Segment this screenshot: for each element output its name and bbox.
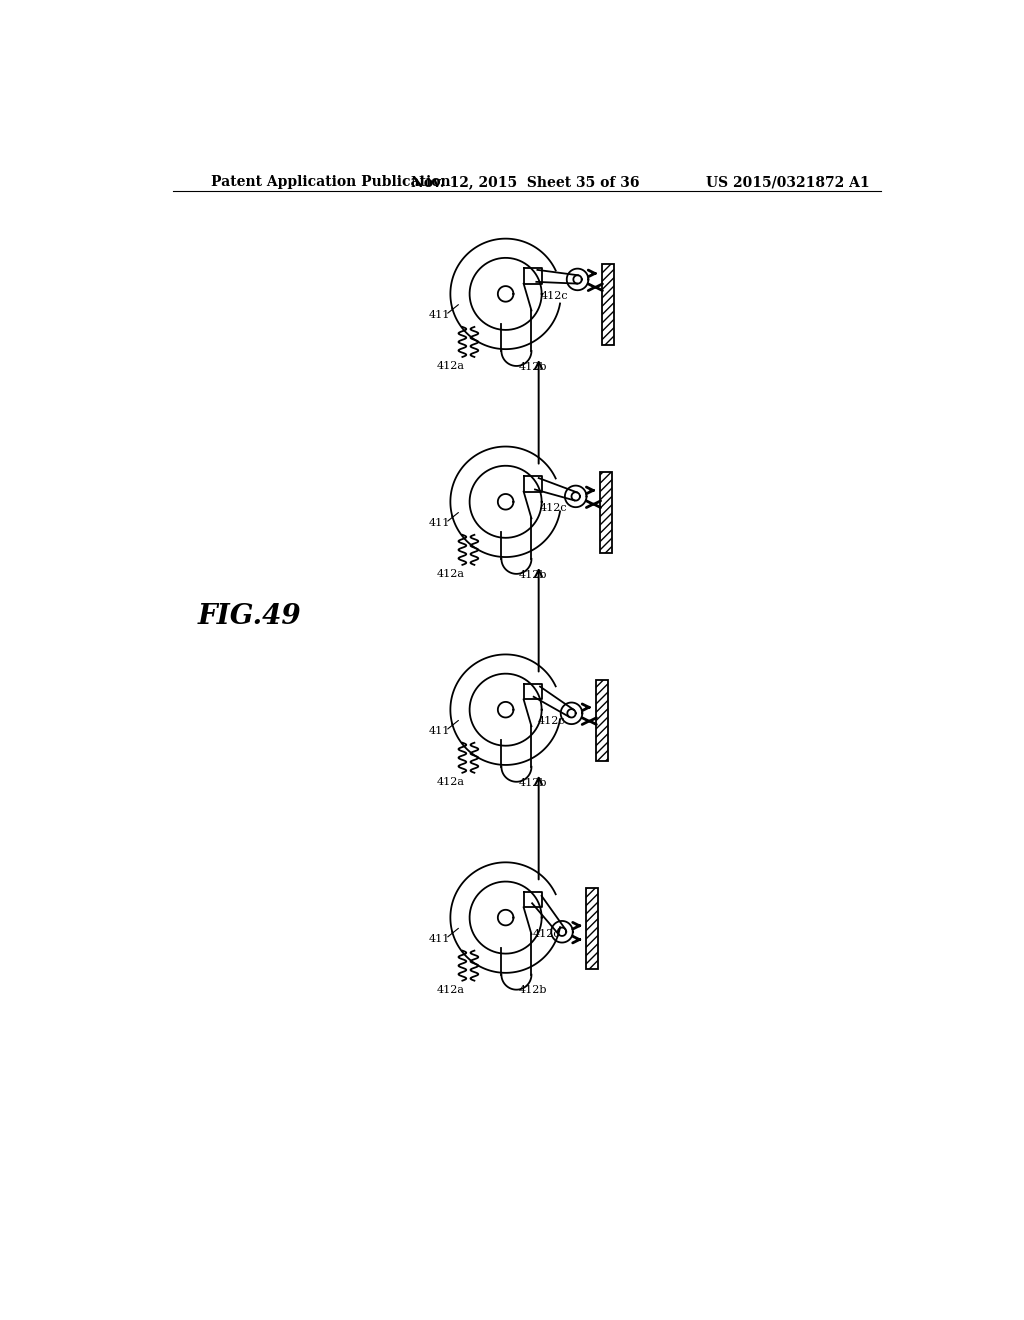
Text: 412a: 412a bbox=[436, 360, 464, 371]
Text: 412b: 412b bbox=[519, 570, 548, 579]
Text: 411: 411 bbox=[429, 933, 451, 944]
Bar bbox=[586, 888, 598, 969]
Text: 412a: 412a bbox=[436, 569, 464, 578]
Text: Nov. 12, 2015  Sheet 35 of 36: Nov. 12, 2015 Sheet 35 of 36 bbox=[411, 176, 639, 189]
Text: 412b: 412b bbox=[519, 777, 548, 788]
Text: 412b: 412b bbox=[519, 986, 548, 995]
Text: 412b: 412b bbox=[519, 362, 548, 372]
Text: 412a: 412a bbox=[436, 985, 464, 994]
Bar bbox=[601, 264, 613, 346]
Text: Patent Application Publication: Patent Application Publication bbox=[211, 176, 451, 189]
Text: FIG.49: FIG.49 bbox=[198, 603, 302, 630]
Text: 411: 411 bbox=[429, 726, 451, 735]
Text: 411: 411 bbox=[429, 517, 451, 528]
Text: 412c: 412c bbox=[540, 503, 567, 513]
Text: 412c: 412c bbox=[538, 715, 565, 726]
Text: 411: 411 bbox=[429, 310, 451, 319]
Bar bbox=[596, 680, 607, 762]
Text: 412c: 412c bbox=[532, 929, 560, 939]
Text: 412c: 412c bbox=[541, 290, 568, 301]
Text: 412a: 412a bbox=[436, 776, 464, 787]
Text: US 2015/0321872 A1: US 2015/0321872 A1 bbox=[707, 176, 869, 189]
Bar bbox=[600, 473, 611, 553]
